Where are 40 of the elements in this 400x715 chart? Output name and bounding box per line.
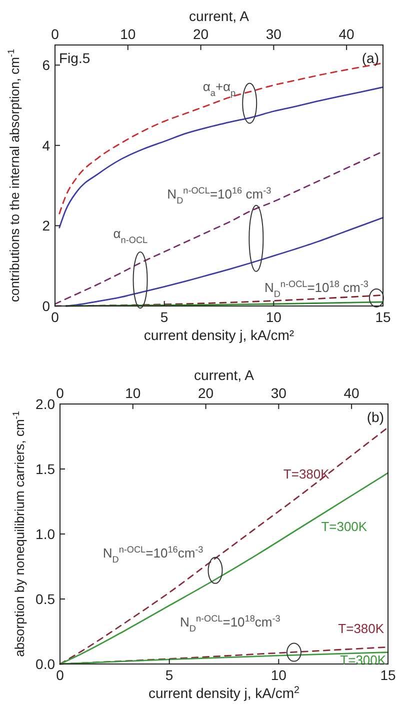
x2-tick-label: 30 [266,26,282,42]
annotation: N$_{D}$$^{n-OCL}$=10$^{18}$ cm$^{-3}$ [264,278,368,299]
y-tick-label: 6 [42,57,50,74]
y-tick-label: 1.0 [36,526,56,542]
y-tick-label: 2.0 [36,396,56,412]
x2-tick-label: 30 [270,385,287,401]
x-tick-label: 15 [375,309,391,325]
x-axis-title: current density j, kA/cm$^{2}$ [148,684,300,701]
y-tick-label: 0.0 [36,656,56,672]
annotation: (b) [366,409,384,425]
annotation: N$_{D}$$^{n-OCL}$=10$^{18}$cm$^{-3}$ [180,613,280,634]
x-tick-label: 10 [266,309,282,325]
x2-tick-label: 20 [198,385,214,401]
x2-tick-label: 10 [120,26,136,42]
y-tick-label: 4 [42,137,50,154]
annotation: T=380K [338,621,384,636]
annotation: Fig.5 [59,50,90,66]
annotation: T=300K [321,519,368,534]
x-axis-title: current density j, kA/cm² [144,327,294,343]
x2-tick-label: 40 [338,26,355,42]
x2-axis-title: current, A [189,8,250,24]
x-tick-label: 5 [165,667,174,683]
annotation: (a) [362,50,379,66]
x2-tick-label: 20 [192,26,209,42]
annotation: T=380K [283,466,330,482]
annotation: N$_{D}$$^{n-OCL}$=10$^{16}$cm$^{-3}$ [102,544,204,564]
x-tick-label: 10 [270,667,287,683]
y-tick-label: 2 [42,218,50,234]
x2-tick-label: 10 [125,385,141,401]
y-tick-label: 0 [42,298,50,314]
annotation: α$_{n-OCL}$ [113,226,148,246]
x2-axis-title: current, A [194,367,255,383]
annotation: N$_{D}$$^{n-OCL}$=10$^{16}$ cm$^{-3}$ [167,185,272,206]
y-tick-label: 1.5 [36,461,56,477]
annotation: T=300K [340,652,386,668]
annotation: α$_{a}$+α$_{p}$ [202,79,236,98]
x2-tick-label: 40 [344,385,360,401]
y-tick-label: 0.5 [36,591,56,607]
x-tick-label: 15 [380,667,396,683]
x-tick-label: 5 [160,309,168,325]
